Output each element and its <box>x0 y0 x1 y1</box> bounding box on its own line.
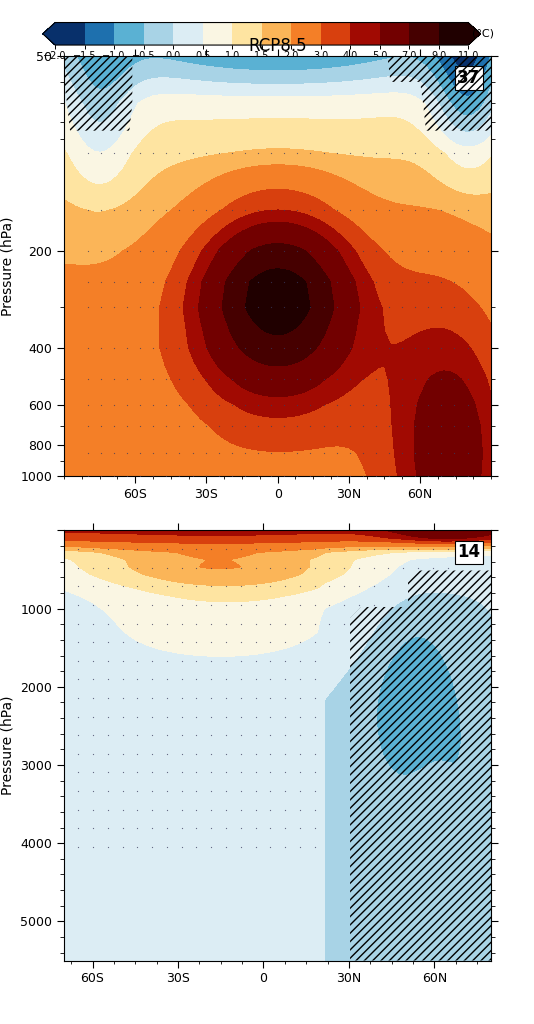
Text: 37: 37 <box>457 69 481 87</box>
PathPatch shape <box>468 23 481 45</box>
Y-axis label: Pressure (hPa): Pressure (hPa) <box>1 695 15 796</box>
Text: (°C): (°C) <box>473 29 494 39</box>
Y-axis label: Pressure (hPa): Pressure (hPa) <box>1 216 15 316</box>
Title: RCP8.5: RCP8.5 <box>248 37 307 54</box>
PathPatch shape <box>43 23 55 45</box>
Text: 14: 14 <box>458 544 481 561</box>
